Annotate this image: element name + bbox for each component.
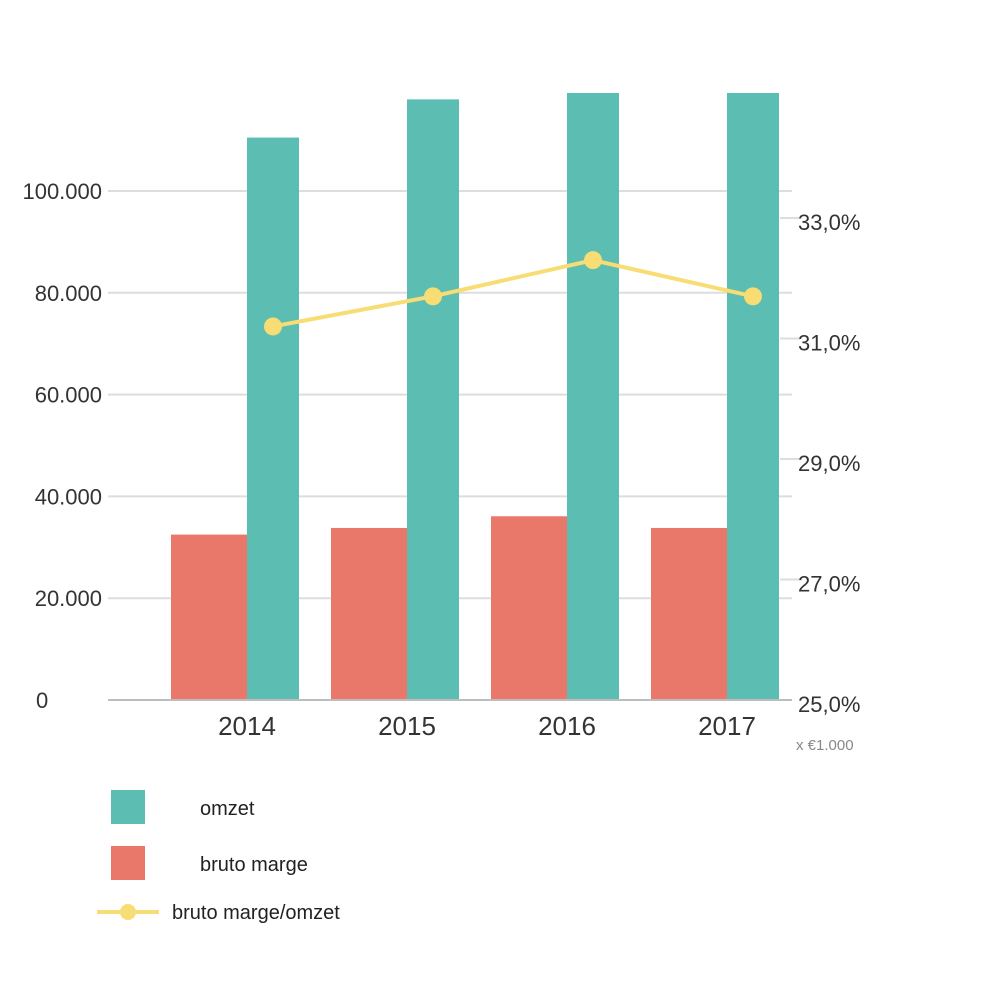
point-bruto-marge-omzet-2015	[424, 287, 442, 306]
left-tick-label: 20.000	[35, 586, 102, 611]
point-bruto-marge-omzet-2016	[584, 251, 602, 270]
x-axis-ticks: 2014 2015 2016 2017	[218, 711, 756, 741]
left-tick-label: 0	[36, 688, 48, 713]
left-tick-label: 100.000	[22, 179, 102, 204]
right-tick-label: 25,0%	[798, 692, 860, 717]
legend-label-bruto-marge: bruto marge	[200, 854, 308, 876]
legend-marker-bruto-marge-omzet	[120, 904, 136, 920]
right-tick-label: 27,0%	[798, 572, 860, 597]
right-tick-label: 31,0%	[798, 331, 860, 356]
legend-label-bruto-marge-omzet: bruto marge/omzet	[172, 902, 340, 924]
left-tick-label: 80.000	[35, 281, 102, 306]
bar-omzet-2015	[407, 99, 459, 700]
line-series	[264, 251, 762, 336]
left-axis-ticks: 0 20.000 40.000 60.000 80.000 100.000	[22, 179, 102, 713]
bar-omzet-2016	[567, 93, 619, 700]
x-tick-label: 2016	[538, 711, 596, 741]
bar-bruto-marge-2017	[651, 527, 727, 700]
left-tick-label: 60.000	[35, 383, 102, 408]
unit-label: x €1.000	[796, 737, 854, 754]
right-tick-label: 33,0%	[798, 210, 860, 235]
bar-bruto-marge-2015	[331, 527, 407, 700]
x-tick-label: 2017	[698, 711, 756, 741]
legend: omzet bruto marge bruto marge/omzet	[97, 790, 340, 924]
left-tick-label: 40.000	[35, 484, 102, 509]
x-tick-label: 2015	[378, 711, 436, 741]
legend-label-omzet: omzet	[200, 798, 255, 820]
bar-omzet-2017	[727, 93, 779, 700]
bar-bruto-marge-2014	[171, 534, 247, 700]
line-bruto-marge-omzet	[272, 258, 754, 329]
x-tick-label: 2014	[218, 711, 276, 741]
bar-bruto-marge-2016	[491, 516, 567, 700]
right-axis-ticks: 25,0% 27,0% 29,0% 31,0% 33,0%	[798, 210, 860, 717]
right-tick-label: 29,0%	[798, 451, 860, 476]
bar-omzet-2014	[247, 137, 299, 700]
point-bruto-marge-omzet-2017	[744, 287, 762, 306]
bars	[171, 93, 779, 700]
point-bruto-marge-omzet-2014	[264, 317, 282, 336]
legend-swatch-bruto-marge	[111, 846, 145, 880]
legend-swatch-omzet	[111, 790, 145, 824]
